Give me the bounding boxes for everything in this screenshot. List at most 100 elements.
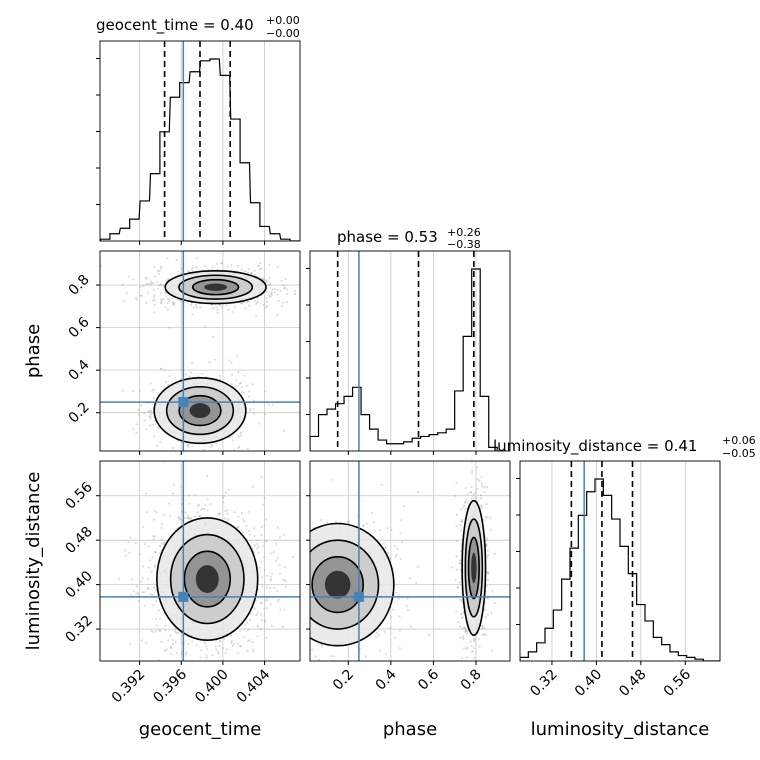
sample-point bbox=[141, 565, 145, 568]
sample-point bbox=[248, 639, 251, 642]
sample-point bbox=[154, 630, 158, 633]
sample-point bbox=[153, 565, 157, 568]
sample-point bbox=[332, 655, 336, 658]
sample-point bbox=[135, 592, 138, 595]
sample-point bbox=[267, 403, 270, 406]
sample-point bbox=[481, 624, 484, 628]
sample-point bbox=[129, 536, 132, 539]
sample-point bbox=[400, 519, 403, 522]
sample-point bbox=[218, 639, 222, 643]
sample-point bbox=[123, 299, 126, 302]
sample-point bbox=[159, 629, 162, 632]
sample-point bbox=[191, 266, 194, 270]
title-phase-plus: +0.26 bbox=[447, 226, 481, 239]
sample-point bbox=[204, 642, 207, 645]
sample-point bbox=[153, 295, 156, 299]
sample-point bbox=[218, 304, 221, 307]
sample-point bbox=[167, 639, 170, 642]
sample-point bbox=[230, 383, 233, 386]
sample-point bbox=[475, 487, 479, 491]
sample-point bbox=[260, 601, 263, 604]
sample-point bbox=[153, 419, 156, 422]
sample-point bbox=[310, 648, 314, 651]
sample-point bbox=[239, 301, 243, 305]
title-geocent-time: geocent_time = 0.40 bbox=[96, 16, 254, 35]
sample-point bbox=[264, 620, 267, 623]
sample-point bbox=[157, 658, 161, 661]
sample-point bbox=[459, 528, 463, 532]
sample-point bbox=[485, 515, 488, 519]
sample-point bbox=[149, 415, 152, 418]
sample-point bbox=[464, 501, 467, 504]
sample-point bbox=[169, 634, 172, 637]
sample-point bbox=[246, 628, 249, 631]
sample-point bbox=[381, 483, 384, 487]
sample-point bbox=[145, 428, 148, 431]
truth-marker bbox=[353, 591, 364, 602]
sample-point bbox=[151, 593, 154, 597]
sample-point bbox=[486, 613, 490, 616]
sample-point bbox=[224, 652, 227, 655]
sample-point bbox=[147, 409, 150, 413]
sample-point bbox=[470, 471, 474, 475]
sample-point bbox=[250, 272, 253, 276]
sample-point bbox=[485, 516, 488, 519]
sample-point bbox=[175, 651, 179, 655]
sample-point bbox=[134, 542, 138, 545]
sample-point bbox=[237, 446, 240, 449]
sample-point bbox=[386, 527, 389, 530]
sample-point bbox=[457, 621, 460, 624]
sample-point bbox=[330, 655, 333, 658]
sample-point bbox=[266, 290, 269, 293]
sample-point bbox=[278, 572, 281, 575]
sample-point bbox=[187, 445, 190, 448]
sample-point bbox=[262, 556, 266, 559]
sample-point bbox=[203, 264, 206, 267]
sample-point bbox=[475, 496, 478, 500]
sample-point bbox=[166, 298, 169, 301]
sample-point bbox=[187, 514, 190, 517]
sample-point bbox=[241, 386, 244, 389]
sample-point bbox=[480, 482, 483, 485]
sample-point bbox=[458, 581, 461, 584]
sample-point bbox=[193, 515, 196, 518]
sample-point bbox=[202, 448, 205, 451]
sample-point bbox=[153, 266, 156, 269]
sample-point bbox=[130, 594, 133, 597]
sample-point bbox=[373, 531, 376, 534]
sample-point bbox=[283, 286, 286, 289]
sample-point bbox=[180, 272, 183, 275]
sample-point bbox=[219, 378, 222, 381]
sample-point bbox=[152, 630, 155, 633]
sample-point bbox=[157, 427, 160, 430]
sample-point bbox=[480, 504, 483, 507]
sample-point bbox=[461, 518, 464, 521]
sample-point bbox=[258, 566, 261, 569]
sample-point bbox=[132, 278, 135, 281]
sample-point bbox=[235, 378, 238, 382]
sample-point bbox=[236, 526, 239, 529]
sample-point bbox=[237, 445, 240, 449]
sample-point bbox=[459, 562, 462, 565]
sample-point bbox=[164, 306, 167, 309]
sample-point bbox=[487, 572, 490, 575]
sample-point bbox=[217, 652, 220, 655]
sample-point bbox=[476, 478, 479, 481]
sample-point bbox=[394, 555, 397, 558]
sample-point bbox=[265, 574, 269, 578]
sample-point bbox=[228, 359, 231, 362]
sample-point bbox=[466, 492, 469, 496]
axes-frame bbox=[309, 460, 511, 662]
sample-point bbox=[127, 541, 130, 544]
sample-point bbox=[195, 306, 198, 309]
sample-point bbox=[253, 273, 256, 276]
sample-point bbox=[485, 544, 488, 547]
sample-point bbox=[212, 335, 215, 338]
sample-point bbox=[263, 569, 266, 572]
density-layer bbox=[100, 461, 300, 661]
sample-point bbox=[163, 541, 166, 544]
sample-point bbox=[142, 526, 145, 529]
sample-point bbox=[269, 586, 272, 589]
sample-point bbox=[160, 302, 163, 305]
sample-point bbox=[464, 508, 467, 511]
